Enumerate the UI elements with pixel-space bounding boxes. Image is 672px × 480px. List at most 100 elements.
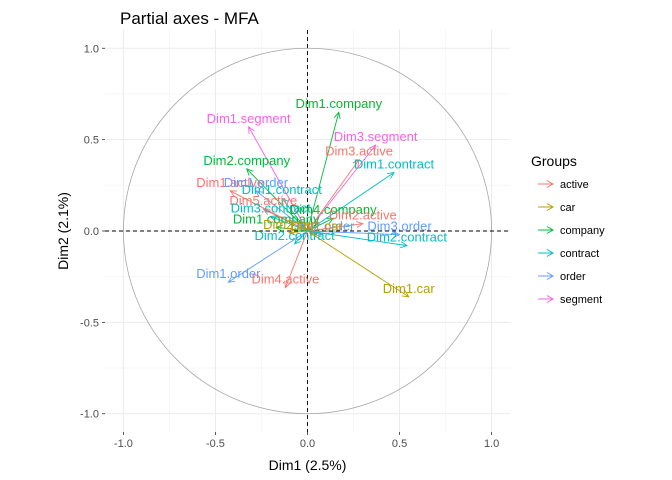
legend: Groups active car company contract order segm…	[531, 153, 605, 306]
legend-label: active	[560, 179, 589, 191]
legend-item-car: car	[538, 202, 576, 214]
legend-item-active: active	[538, 179, 589, 191]
arrow-label: Dim1.segment	[207, 111, 291, 126]
arrow-head	[333, 111, 341, 120]
legend-label: car	[560, 202, 576, 214]
legend-item-contract: contract	[538, 248, 599, 260]
arrow-label: Dim3.order	[367, 219, 432, 234]
arrow-label: Dim4.active	[251, 272, 319, 287]
arrow-label: Dim2.order	[290, 219, 355, 234]
arrow-label: Dim2.contract	[255, 228, 336, 243]
arrow-head	[352, 158, 360, 167]
arrow-head	[284, 280, 291, 289]
chart-title: Partial axes - MFA	[120, 9, 260, 28]
arrow-label: Dim1.order	[224, 175, 289, 190]
arrow-shaft	[307, 230, 409, 298]
arrow-label: Dim1.company	[233, 211, 320, 226]
x-tick-label: 1.0	[484, 438, 499, 450]
arrow-head	[227, 275, 236, 283]
arrow-label: Dim1.contract	[354, 157, 435, 172]
y-tick-label: 1.0	[84, 43, 99, 55]
arrow-shaft	[307, 230, 400, 236]
y-tick-label: 0.0	[84, 226, 99, 238]
arrow-company	[246, 168, 308, 232]
arrow-contract	[307, 171, 395, 232]
arrow-label: Dim1.contract	[242, 182, 323, 197]
arrow-head	[355, 221, 364, 228]
arrow-label: Dim3.segment	[334, 129, 418, 144]
arrow-shaft	[289, 230, 308, 234]
legend-key-arrowhead	[546, 226, 554, 234]
y-tick-label: -0.5	[80, 317, 99, 329]
arrow-head	[229, 190, 238, 197]
arrow-label: Dim2.company	[203, 153, 290, 168]
arrow-active	[262, 208, 308, 232]
legend-title: Groups	[531, 153, 577, 169]
arrow-head	[401, 290, 410, 298]
arrow-label: Dim3.contract	[231, 200, 312, 215]
arrow-shaft	[307, 112, 340, 232]
arrow-contract	[281, 197, 308, 232]
legend-item-segment: segment	[538, 294, 602, 306]
legend-item-order: order	[538, 271, 586, 283]
arrow-head	[387, 171, 395, 179]
arrow-head	[246, 168, 254, 176]
arrow-label: Dim1.car	[291, 219, 344, 234]
arrow-label: Dim1.car	[383, 281, 436, 296]
arrow-shaft	[228, 230, 308, 283]
legend-label: contract	[560, 248, 599, 260]
arrow-shaft	[246, 168, 308, 232]
arrow-order	[255, 190, 308, 232]
y-tick-label: -1.0	[80, 409, 99, 421]
x-axis-ticks: -1.0 -0.5 0.0 0.5 1.0	[114, 432, 499, 450]
arrow-company	[307, 217, 335, 232]
legend-key-arrowhead	[546, 180, 554, 188]
arrow-shaft	[263, 208, 308, 232]
arrow-shaft	[307, 159, 360, 232]
arrow-company	[275, 224, 308, 232]
arrow-label: Dim4.company	[290, 202, 377, 217]
arrow-segment	[307, 144, 377, 232]
arrow-active	[307, 158, 360, 232]
arrow-shaft	[281, 197, 308, 232]
arrow-order	[307, 230, 401, 238]
arrow-car	[307, 230, 410, 298]
arrow-shaft	[294, 230, 308, 245]
x-tick-label: 0.5	[392, 438, 407, 450]
arrow-active	[307, 221, 364, 232]
arrow-label: Dim1.active	[196, 175, 264, 190]
arrow-contract	[269, 215, 308, 232]
legend-key-arrowhead	[546, 249, 554, 257]
x-tick-label: -1.0	[114, 438, 133, 450]
variable-arrows	[227, 111, 410, 298]
arrow-head	[326, 217, 335, 225]
legend-key-arrowhead	[546, 203, 554, 211]
arrow-label: Dim2.active	[329, 208, 397, 223]
arrow-shaft	[307, 223, 363, 232]
arrow-contract	[307, 230, 408, 249]
arrow-head	[248, 125, 255, 134]
arrow-active	[284, 230, 308, 289]
x-tick-label: 0.0	[300, 438, 315, 450]
arrow-shaft	[270, 215, 308, 232]
arrow-head	[275, 224, 283, 232]
arrow-head	[255, 190, 263, 198]
variable-labels: Dim1.company Dim1.segment Dim3.segment Dim2…	[196, 96, 447, 296]
legend-items: active car company contract order segment	[538, 179, 605, 306]
arrow-shaft	[284, 230, 308, 288]
arrow-label: Dim1.company	[295, 96, 382, 111]
arrow-order	[227, 230, 308, 283]
arrow-head	[392, 230, 401, 238]
arrow-label: Dim3.active	[325, 144, 393, 159]
arrow-head	[369, 144, 377, 153]
arrow-head	[400, 241, 408, 249]
arrow-shaft	[307, 144, 376, 232]
arrow-head	[262, 208, 271, 215]
legend-label: company	[560, 225, 605, 237]
reference-lines	[105, 30, 510, 432]
arrow-label: Dim2.car	[263, 217, 316, 232]
legend-label: segment	[560, 294, 602, 306]
arrow-label: Dim5.active	[229, 193, 297, 208]
arrow-company	[307, 111, 341, 232]
